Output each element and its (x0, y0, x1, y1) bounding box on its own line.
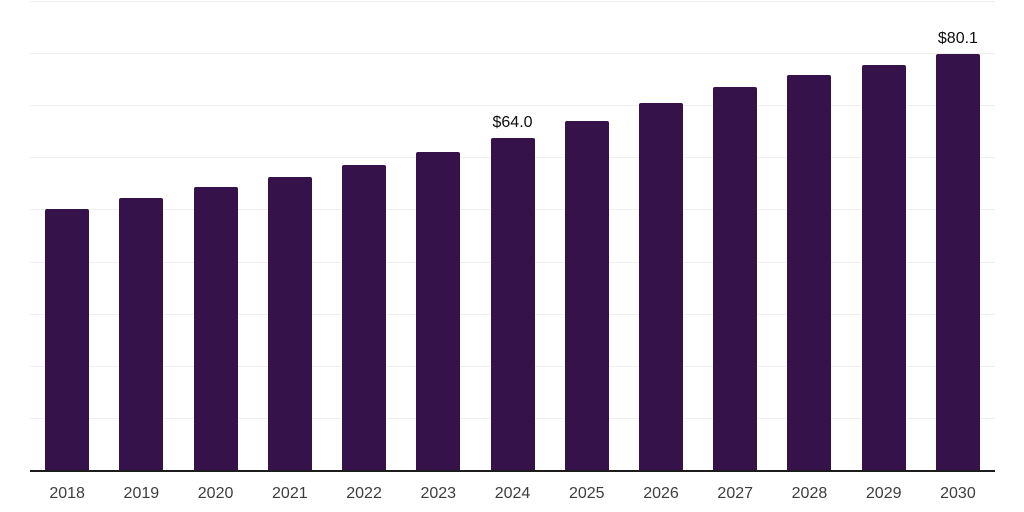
bar-2018 (45, 209, 90, 471)
bar-slot-2029 (847, 2, 921, 471)
x-tick-label-2028: 2028 (791, 485, 828, 502)
x-tick-label-2022: 2022 (346, 485, 382, 502)
gridline (30, 105, 995, 107)
bar-2024 (490, 137, 535, 471)
x-axis: 2018 2019 2020 2021 2022 2023 2024 2025 2026 2027… (30, 483, 995, 505)
bar-2021 (267, 176, 312, 471)
bar-slot-2022 (327, 2, 401, 471)
bar-slot-2024: $64.0 (475, 2, 549, 471)
bar-slot-2027 (698, 2, 772, 471)
x-tick-label-2023: 2023 (420, 485, 457, 502)
data-label-2024: $64.0 (492, 113, 533, 131)
plot-area: $64.0 $80.1 (30, 1, 995, 471)
x-tick-label-2025: 2025 (568, 485, 605, 502)
x-tick-label-2027: 2027 (717, 485, 754, 502)
bar-slot-2021 (253, 2, 327, 471)
x-tick-label-2024: 2024 (494, 485, 531, 502)
bar-2022 (342, 164, 387, 471)
bar-2019 (119, 198, 164, 471)
x-axis-line (30, 470, 995, 472)
bar-slot-2025 (550, 2, 624, 471)
bar-slot-2030: $80.1 (921, 2, 995, 471)
bar-slot-2026 (624, 2, 698, 471)
gridline (30, 1, 995, 2)
bar-slot-2020 (178, 2, 252, 471)
bar-2029 (861, 64, 906, 471)
gridline (30, 53, 995, 55)
bar-2028 (787, 74, 832, 471)
bar-2020 (193, 187, 238, 471)
bar-2025 (564, 120, 609, 471)
bar-2026 (638, 102, 683, 471)
x-tick-label-2029: 2029 (865, 485, 902, 502)
bar-slot-2028 (772, 2, 846, 471)
x-tick-label-2020: 2020 (197, 485, 234, 502)
x-tick-label-2019: 2019 (123, 485, 160, 502)
x-tick-label-2026: 2026 (643, 485, 679, 502)
data-label-2030: $80.1 (937, 29, 978, 47)
bar-slot-2023 (401, 2, 475, 471)
x-tick-label-2018: 2018 (49, 485, 85, 502)
x-tick-label-2021: 2021 (272, 485, 308, 502)
x-tick-label-2030: 2030 (940, 485, 976, 502)
bar-slot-2019 (104, 2, 178, 471)
bar-slot-2018 (30, 2, 104, 471)
bar-2030 (935, 53, 980, 471)
bar-2023 (416, 151, 461, 471)
bar-2027 (713, 86, 758, 471)
